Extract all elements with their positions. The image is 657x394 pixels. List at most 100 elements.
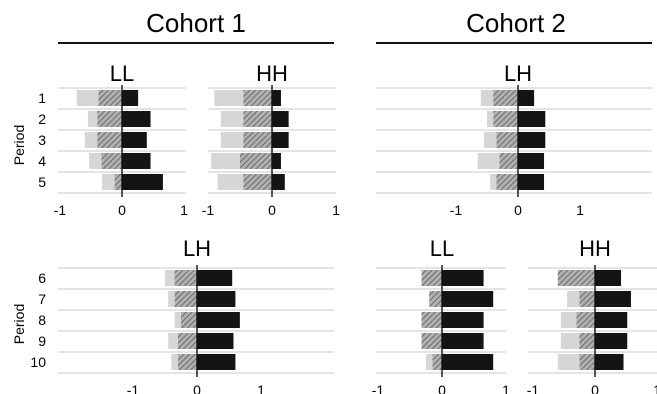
cohort-1-title: Cohort 1 [146,8,246,38]
bar-hatch [496,132,518,148]
bar-light [76,90,99,106]
bar-dark [197,291,236,307]
x-tick-label: 0 [591,382,599,394]
bar-dark [122,174,163,190]
bar-dark [272,174,285,190]
x-tick-label: 1 [576,202,584,218]
x-tick-label: -1 [127,382,140,394]
cohort-2-title: Cohort 2 [466,8,566,38]
bar-hatch [557,270,595,286]
bar-hatch [499,153,518,169]
bar-light [560,312,577,328]
bar-light [483,132,497,148]
bar-hatch [493,111,518,127]
bar-dark [442,312,484,328]
bar-dark [272,132,289,148]
period-label: 3 [38,132,46,148]
bar-light [480,90,494,106]
bar-hatch [421,333,442,349]
bar-dark [595,270,622,286]
panel-cohort-1-ll: LL 1 2 3 4 5 -1 0 1 Period [11,61,188,218]
period-label: 10 [30,354,46,370]
panel-cohort-2-ll: LL -1 0 1 [372,236,510,394]
bar-hatch [429,291,442,307]
bar-light [102,174,115,190]
bar-dark [518,153,545,169]
bar-hatch [579,354,595,370]
period-label: 6 [38,270,46,286]
period-label: 4 [38,153,46,169]
bar-light [87,111,98,127]
x-tick-label: -1 [450,202,463,218]
x-tick-label: 0 [514,202,522,218]
x-tick-label: 1 [257,382,265,394]
bar-hatch [579,333,595,349]
bar-dark [518,90,535,106]
bar-hatch [181,312,197,328]
bar-light [217,174,244,190]
x-tick-label: 1 [332,202,340,218]
period-label: 1 [38,90,46,106]
bar-dark [442,354,494,370]
bar-hatch [243,90,272,106]
panel-title: LH [504,61,532,86]
bar-dark [518,111,546,127]
x-tick-label: -1 [527,382,540,394]
bar-hatch [177,333,197,349]
bar-dark [122,90,139,106]
x-tick-label: 0 [438,382,446,394]
x-tick-label: -1 [54,202,67,218]
bar-hatch [579,291,595,307]
bar-hatch [97,111,122,127]
bar-hatch [243,132,272,148]
bar-light [174,312,181,328]
bar-light [560,333,580,349]
bar-light [567,291,580,307]
x-tick-label: 1 [653,382,657,394]
bar-dark [595,354,624,370]
bar-light [220,111,244,127]
panel-title: LL [430,236,454,261]
bar-light [557,354,580,370]
period-label: 5 [38,174,46,190]
bar-dark [197,312,240,328]
bar-light [214,90,244,106]
x-tick-label: 1 [180,202,188,218]
bar-hatch [174,291,197,307]
bar-dark [595,291,631,307]
bar-dark [197,270,233,286]
period-label: 8 [38,312,46,328]
panel-cohort-2-hh: HH -1 0 1 [527,236,657,394]
bar-dark [197,333,234,349]
bar-hatch [97,132,122,148]
bar-hatch [101,153,122,169]
bar-dark [595,312,628,328]
bar-light [487,111,494,127]
bar-hatch [240,153,272,169]
bar-light [220,132,244,148]
bar-light [168,333,178,349]
bar-hatch [243,174,272,190]
bar-dark [595,333,628,349]
bar-dark [272,111,289,127]
bar-dark [442,270,484,286]
period-label: 9 [38,333,46,349]
bar-light [477,153,500,169]
panel-cohort-1-hh: HH -1 0 1 [202,61,340,218]
y-axis-label: Period [11,304,27,344]
bar-dark [122,153,151,169]
bar-light [490,174,497,190]
bar-hatch [493,90,518,106]
bar-dark [197,354,236,370]
x-tick-label: 0 [193,382,201,394]
bar-hatch [243,111,272,127]
panel-title: LL [110,61,134,86]
bar-light [89,153,102,169]
bar-dark [122,111,151,127]
period-label: 7 [38,291,46,307]
panel-title: HH [256,61,288,86]
bar-hatch [421,270,442,286]
bar-light [426,354,433,370]
